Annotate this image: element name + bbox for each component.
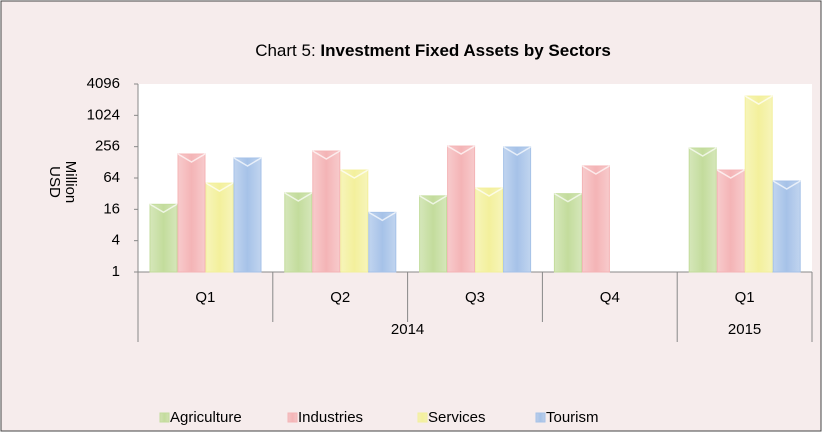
y-tick-label: 4096 <box>87 75 120 92</box>
x-tick-label: Q4 <box>600 289 620 306</box>
y-tick-label: 256 <box>95 138 120 155</box>
bar <box>447 145 476 273</box>
bar <box>312 150 341 273</box>
legend-label: Agriculture <box>170 409 242 426</box>
bar-bevel <box>340 169 369 179</box>
legend-swatch <box>535 412 546 423</box>
bar <box>368 211 397 273</box>
bar-bevel <box>284 192 313 202</box>
bar <box>233 157 262 273</box>
x-tick-label: Q2 <box>330 289 350 306</box>
bar-bevel <box>149 203 178 214</box>
bar-bevel <box>368 211 397 222</box>
bar-bevel <box>447 145 475 155</box>
bar <box>149 203 178 273</box>
x-tick-label: Q1 <box>735 289 755 306</box>
bar-bevel <box>205 182 234 193</box>
bar <box>772 180 801 273</box>
bar <box>688 147 717 273</box>
chart-title: Chart 5: Investment Fixed Assets by Sect… <box>255 41 611 60</box>
bar <box>581 165 610 273</box>
legend-swatch <box>287 412 298 423</box>
legend-label: Industries <box>298 409 363 426</box>
bar <box>419 195 448 273</box>
bar <box>553 193 582 273</box>
bar <box>284 192 313 273</box>
bar <box>475 187 504 273</box>
group-label: 2015 <box>728 321 761 338</box>
group-label: 2014 <box>391 321 424 338</box>
bar <box>177 153 206 273</box>
y-tick-label: 1024 <box>87 106 120 123</box>
bar-bevel <box>554 193 582 203</box>
y-axis-label: USD Million <box>46 161 79 204</box>
title-main: Investment Fixed Assets by Sectors <box>320 41 610 60</box>
bar <box>205 182 234 273</box>
y-label-line: USD <box>46 166 63 198</box>
bar-bevel <box>772 180 801 190</box>
legend-swatch <box>417 412 428 423</box>
bar-bevel <box>233 157 262 167</box>
bar-bevel <box>503 146 531 156</box>
y-label-line: Million <box>62 161 79 204</box>
bar-bevel <box>419 195 447 205</box>
bar <box>340 169 369 273</box>
legend-label: Services <box>428 409 486 426</box>
legend-label: Tourism <box>546 409 599 426</box>
bar-bevel <box>475 187 503 197</box>
bar-bevel <box>177 153 206 163</box>
bar <box>503 146 532 273</box>
x-tick-label: Q1 <box>195 289 215 306</box>
bar <box>744 95 773 273</box>
y-tick-label: 64 <box>103 169 120 186</box>
bar-bevel <box>744 95 773 105</box>
x-tick-label: Q3 <box>465 289 485 306</box>
bar-bevel <box>716 169 745 179</box>
bar-bevel <box>312 150 341 160</box>
bar <box>716 169 745 273</box>
y-tick-label: 16 <box>103 200 120 217</box>
bar-bevel <box>582 165 610 175</box>
legend-swatch <box>159 412 170 423</box>
bar-bevel <box>688 147 717 157</box>
y-tick-label: 1 <box>112 263 120 280</box>
y-tick-label: 4 <box>112 232 120 249</box>
title-prefix: Chart 5: <box>255 41 320 60</box>
